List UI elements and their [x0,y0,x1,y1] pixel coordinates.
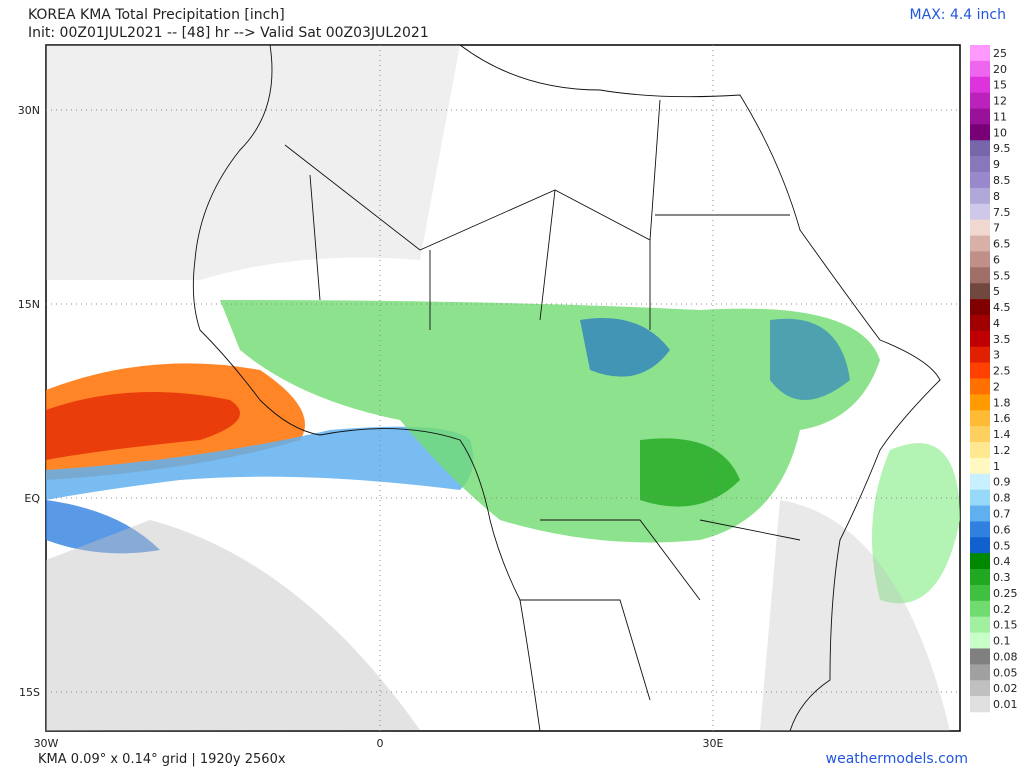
colorbar-swatch [970,489,990,506]
colorbar-swatch [970,219,990,236]
lat-label: 15N [18,298,40,311]
colorbar-swatch [970,569,990,586]
colorbar-label: 20 [993,63,1007,76]
colorbar-label: 5.5 [993,269,1011,282]
map: 30N 15N EQ 15S 30W 0 30E [18,44,961,750]
colorbar-label: 8.5 [993,174,1011,187]
colorbar-swatch [970,537,990,554]
colorbar-label: 0.7 [993,507,1011,520]
colorbar-label: 12 [993,95,1007,108]
colorbar-label: 0.02 [993,682,1018,695]
colorbar-label: 0.3 [993,571,1011,584]
colorbar-label: 1.2 [993,444,1011,457]
colorbar-swatch [970,553,990,570]
colorbar-swatch [970,203,990,220]
grid-info: KMA 0.09° x 0.14° grid | 1920y 2560x [38,752,286,767]
colorbar-label: 4 [993,317,1000,330]
colorbar-swatch [970,251,990,268]
colorbar-label: 9 [993,158,1000,171]
colorbar-swatch [970,108,990,125]
colorbar-label: 5 [993,285,1000,298]
colorbar-label: 0.08 [993,650,1018,663]
colorbar-swatch [970,648,990,665]
colorbar-label: 7 [993,222,1000,235]
colorbar-swatch [970,632,990,649]
colorbar-swatch [970,283,990,300]
colorbar-label: 4.5 [993,301,1011,314]
colorbar-swatch [970,140,990,157]
colorbar-label: 0.6 [993,523,1011,536]
colorbar-label: 1.4 [993,428,1011,441]
colorbar-swatch [970,172,990,189]
colorbar-label: 1 [993,460,1000,473]
colorbar-label: 0.5 [993,539,1011,552]
colorbar-swatch [970,60,990,78]
colorbar-swatch [970,378,990,395]
colorbar-swatch [970,124,990,141]
colorbar-swatch [970,76,990,93]
colorbar: 2520151211109.598.587.576.565.554.543.53… [970,45,1018,713]
title: KOREA KMA Total Precipitation [inch] [28,7,285,23]
lat-label: 30N [18,104,40,117]
colorbar-label: 1.8 [993,396,1011,409]
colorbar-swatch [970,680,990,697]
max-label: MAX: 4.4 inch [910,7,1006,23]
colorbar-label: 0.4 [993,555,1011,568]
colorbar-label: 0.8 [993,492,1011,505]
colorbar-label: 9.5 [993,142,1011,155]
lat-label: EQ [24,492,40,505]
subtitle: Init: 00Z01JUL2021 -- [48] hr --> Valid … [28,25,429,41]
lon-label: 0 [377,737,384,750]
colorbar-label: 15 [993,79,1007,92]
colorbar-label: 0.15 [993,619,1018,632]
colorbar-swatch [970,584,990,602]
colorbar-swatch [970,426,990,443]
colorbar-label: 0.9 [993,476,1011,489]
colorbar-swatch [970,187,990,205]
colorbar-label: 6 [993,253,1000,266]
colorbar-label: 8 [993,190,1000,203]
colorbar-swatch [970,696,990,713]
colorbar-swatch [970,92,990,109]
site: weathermodels.com [826,751,968,767]
colorbar-swatch [970,410,990,427]
colorbar-swatch [970,314,990,332]
colorbar-swatch [970,394,990,411]
colorbar-swatch [970,521,990,538]
colorbar-label: 1.6 [993,412,1011,425]
colorbar-label: 0.05 [993,666,1018,679]
colorbar-swatch [970,330,990,348]
colorbar-swatch [970,362,990,379]
colorbar-label: 2.5 [993,365,1011,378]
colorbar-label: 2 [993,380,1000,393]
colorbar-label: 0.01 [993,698,1018,711]
colorbar-label: 7.5 [993,206,1011,219]
colorbar-swatch [970,346,990,363]
colorbar-label: 10 [993,126,1007,139]
colorbar-swatch [970,473,990,490]
colorbar-swatch [970,45,990,62]
colorbar-label: 0.25 [993,587,1018,600]
lat-label: 15S [19,686,40,699]
colorbar-swatch [970,664,990,681]
colorbar-label: 25 [993,47,1007,60]
colorbar-swatch [970,457,990,475]
colorbar-label: 3 [993,349,1000,362]
colorbar-label: 6.5 [993,238,1011,251]
colorbar-label: 0.2 [993,603,1011,616]
colorbar-swatch [970,156,990,173]
colorbar-label: 0.1 [993,635,1011,648]
colorbar-label: 11 [993,110,1007,123]
colorbar-label: 3.5 [993,333,1011,346]
colorbar-swatch [970,299,990,316]
lon-label: 30E [703,737,724,750]
colorbar-swatch [970,616,990,633]
colorbar-swatch [970,267,990,284]
colorbar-swatch [970,235,990,252]
colorbar-swatch [970,505,990,522]
colorbar-swatch [970,442,990,459]
colorbar-swatch [970,600,990,618]
lon-label: 30W [34,737,59,750]
